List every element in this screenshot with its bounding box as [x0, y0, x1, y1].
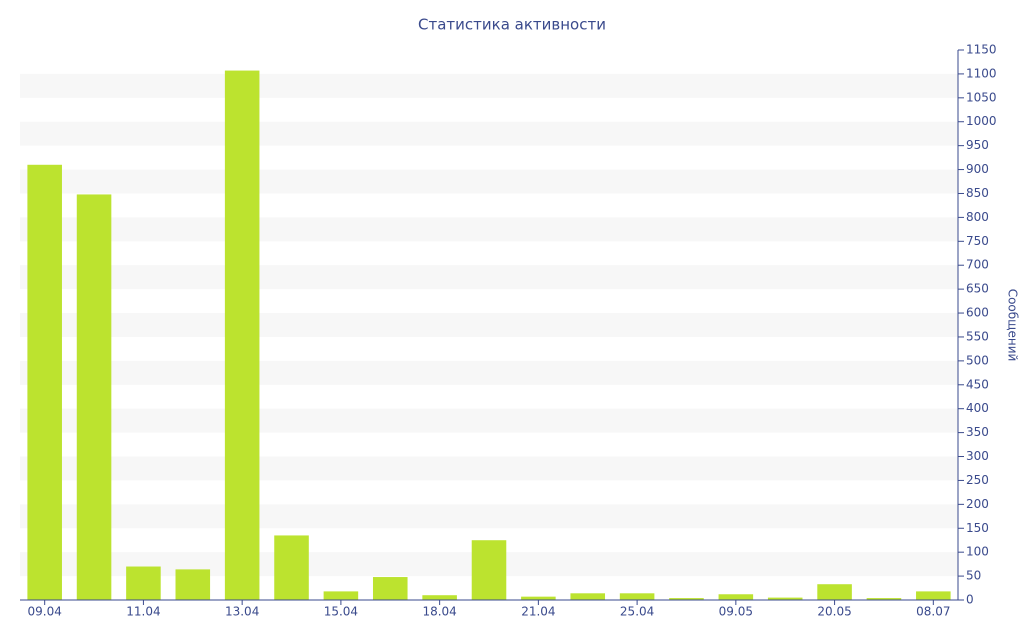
y-tick-label: 900 — [966, 162, 989, 176]
y-tick-label: 450 — [966, 377, 989, 391]
y-tick-label: 0 — [966, 593, 974, 607]
x-tick-label: 21.04 — [521, 605, 555, 619]
bar — [175, 569, 211, 600]
bar — [274, 535, 309, 600]
y-tick-label: 1000 — [966, 114, 997, 128]
y-tick-label: 300 — [966, 449, 989, 463]
y-tick-label: 1150 — [966, 43, 997, 57]
y-tick-label: 250 — [966, 473, 989, 487]
grid-band — [20, 169, 958, 194]
x-tick-label: 18.04 — [422, 605, 456, 619]
y-tick-label: 1100 — [966, 66, 997, 80]
grid-band — [20, 504, 958, 529]
y-axis-title: Сообщений — [1006, 289, 1020, 362]
y-tick-label: 950 — [966, 138, 989, 152]
grid-band — [20, 121, 958, 146]
grid-band — [20, 360, 958, 385]
x-tick-label: 11.04 — [126, 605, 160, 619]
bar — [76, 194, 112, 600]
x-tick-label: 09.04 — [28, 605, 62, 619]
y-tick-label: 800 — [966, 210, 989, 224]
grid-band — [20, 217, 958, 242]
bar — [422, 595, 457, 600]
y-tick-label: 650 — [966, 282, 989, 296]
y-tick-label: 550 — [966, 329, 989, 343]
bar — [817, 584, 852, 600]
x-tick-label: 25.04 — [620, 605, 654, 619]
x-tick-label: 13.04 — [225, 605, 259, 619]
y-tick-label: 600 — [966, 306, 989, 320]
y-tick-label: 100 — [966, 545, 989, 559]
bar — [718, 594, 754, 600]
y-tick-label: 1050 — [966, 90, 997, 104]
grid-band — [20, 456, 958, 481]
y-tick-label: 350 — [966, 425, 989, 439]
chart-title: Статистика активности — [418, 16, 606, 34]
y-tick-label: 400 — [966, 401, 989, 415]
x-tick-label: 20.05 — [817, 605, 851, 619]
bar — [866, 598, 902, 600]
bar — [767, 597, 803, 600]
y-tick-label: 200 — [966, 497, 989, 511]
bar — [126, 566, 161, 600]
bar — [570, 593, 606, 600]
bar — [27, 164, 62, 601]
grid-band — [20, 73, 958, 98]
bar — [224, 70, 260, 601]
bar — [323, 591, 359, 600]
y-tick-label: 500 — [966, 353, 989, 367]
bar — [669, 598, 704, 600]
y-tick-label: 850 — [966, 186, 989, 200]
bar — [471, 540, 507, 600]
y-tick-label: 150 — [966, 521, 989, 535]
y-tick-label: 50 — [966, 569, 981, 583]
x-tick-label: 15.04 — [324, 605, 358, 619]
x-tick-label: 08.07 — [916, 605, 950, 619]
bar — [372, 577, 408, 600]
grid-band — [20, 313, 958, 337]
bar — [521, 596, 556, 600]
y-tick-label: 750 — [966, 234, 989, 248]
grid-band — [20, 265, 958, 290]
bar — [619, 593, 655, 600]
bar — [916, 591, 951, 600]
grid-band — [20, 408, 958, 433]
x-tick-label: 09.05 — [719, 605, 753, 619]
y-tick-label: 700 — [966, 258, 989, 272]
